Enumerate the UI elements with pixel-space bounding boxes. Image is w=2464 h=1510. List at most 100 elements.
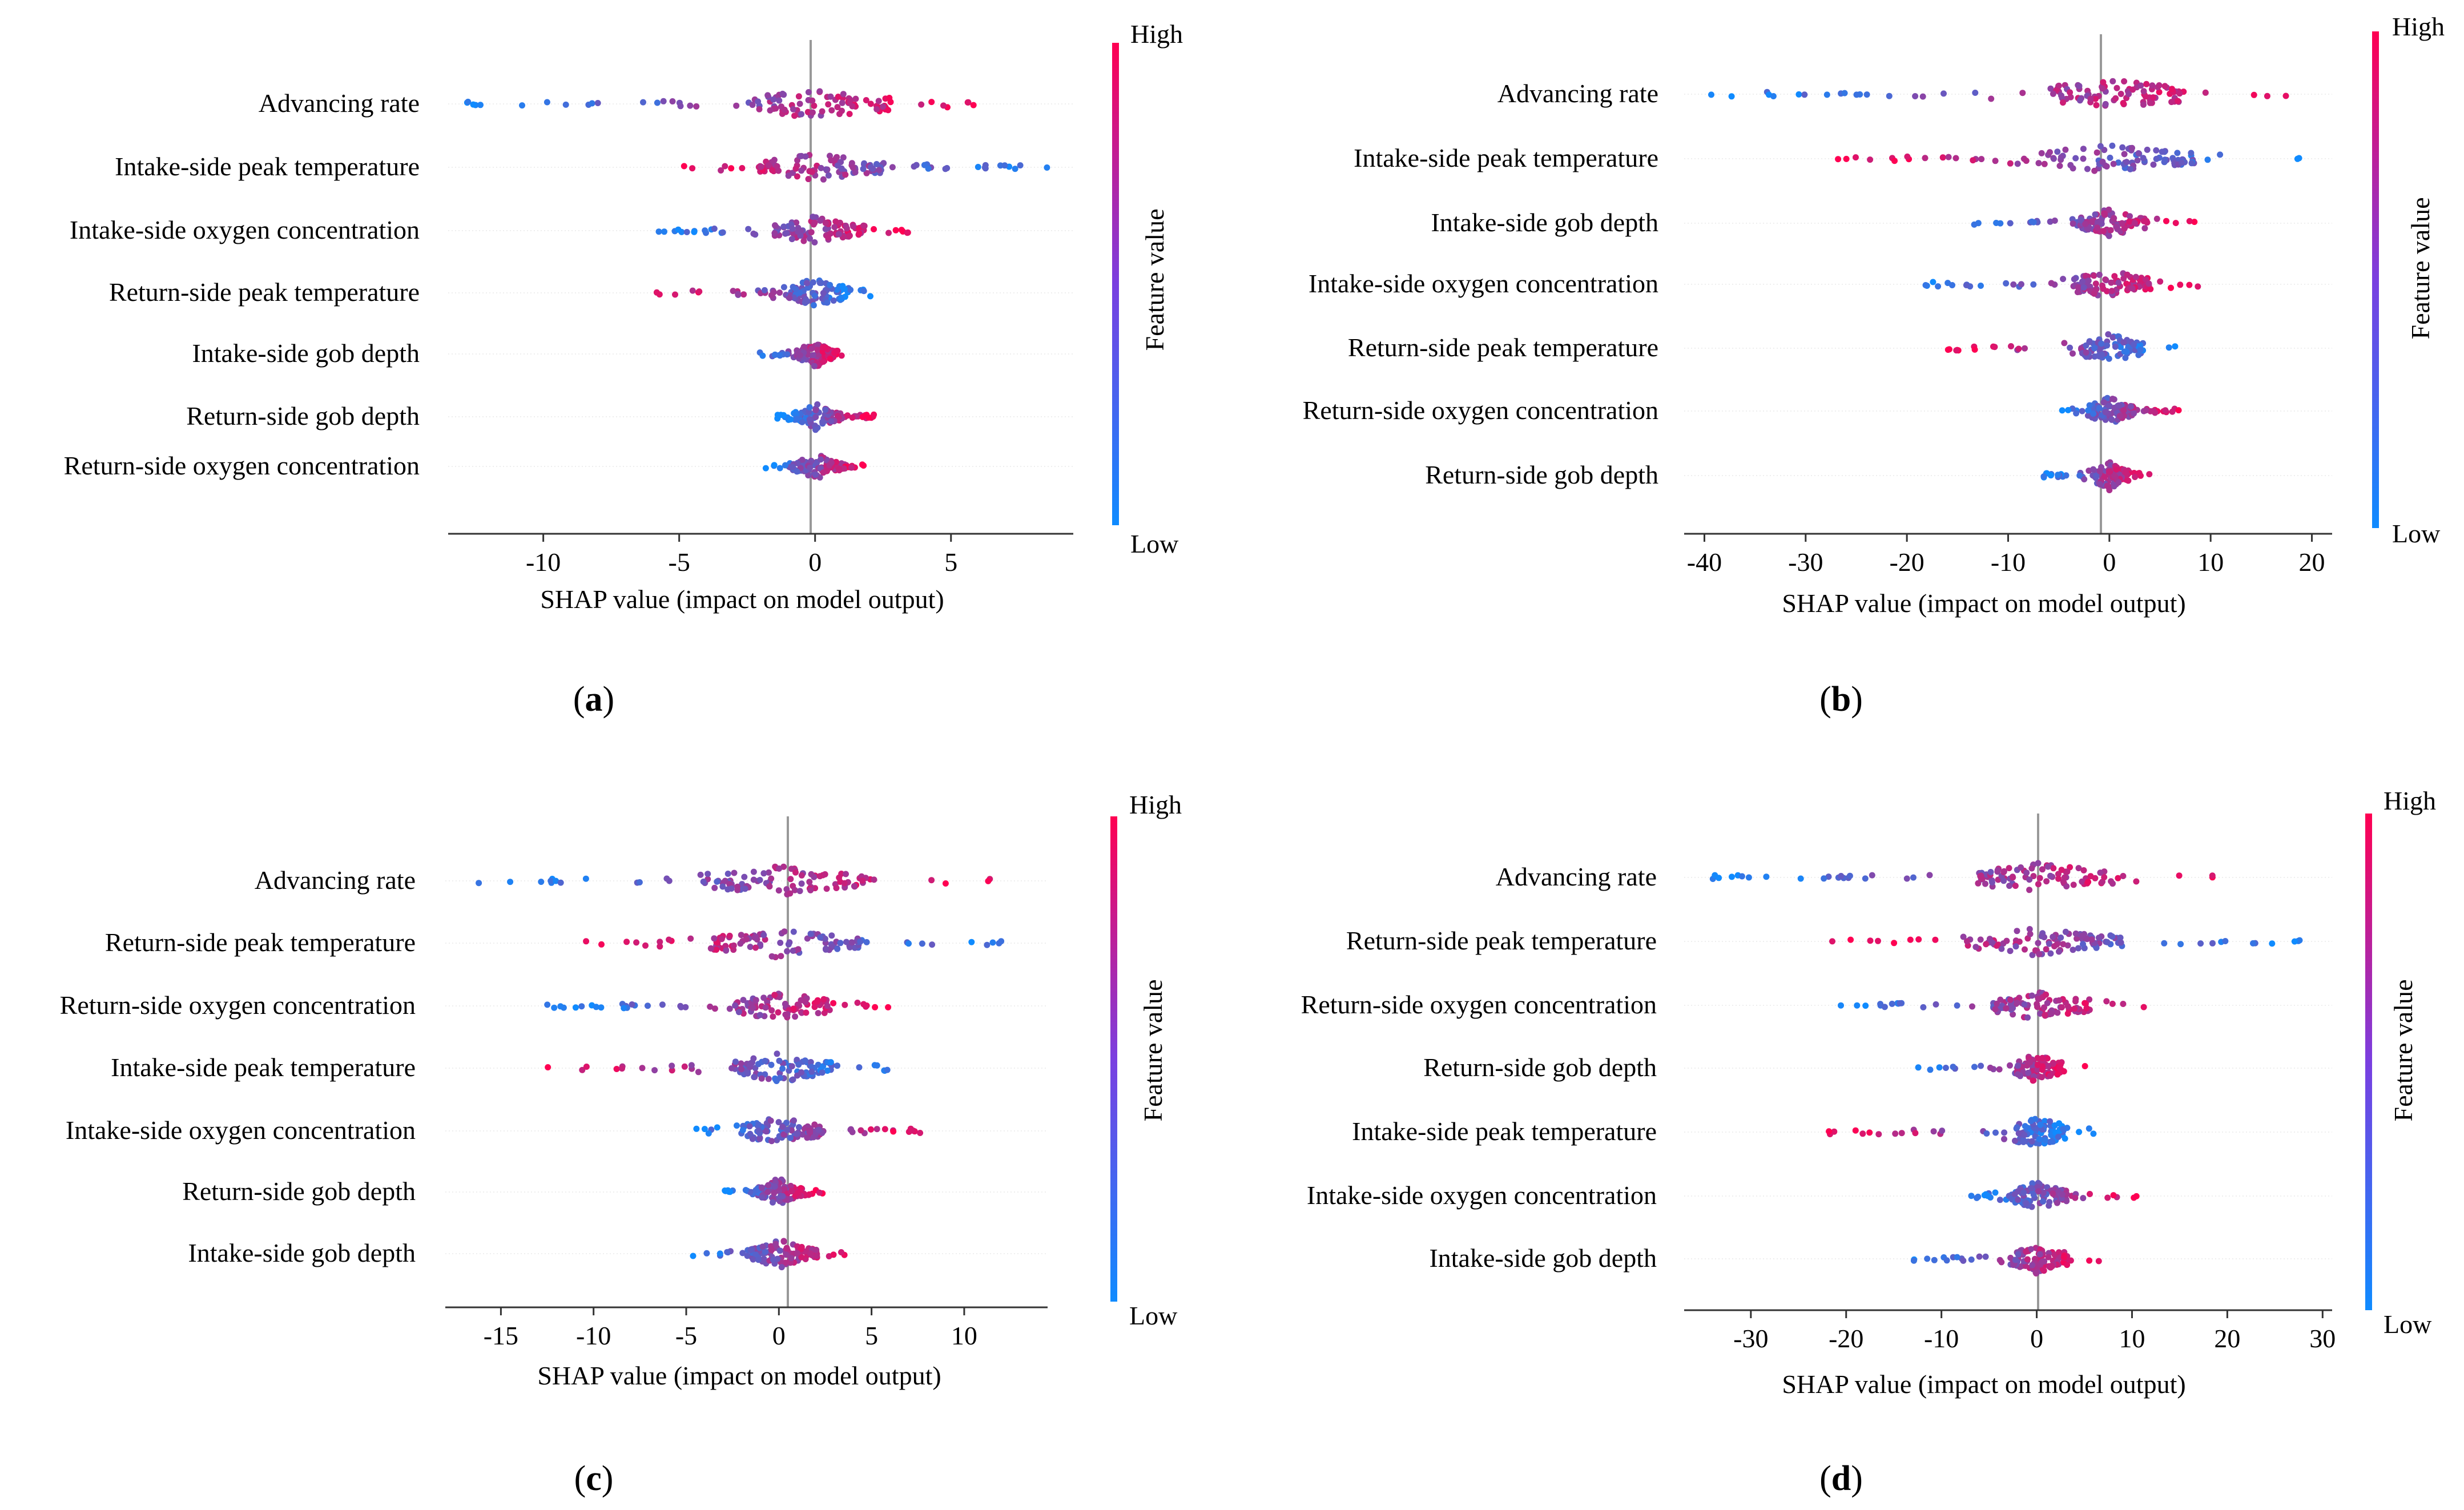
shap-point bbox=[803, 1009, 810, 1016]
shap-point bbox=[1953, 347, 1960, 354]
shap-point bbox=[749, 102, 756, 108]
shap-point bbox=[2104, 482, 2111, 489]
shap-point bbox=[2021, 1132, 2028, 1138]
shap-point bbox=[711, 226, 718, 232]
shap-point bbox=[1891, 158, 1898, 164]
shap-point bbox=[2122, 355, 2129, 361]
shap-point bbox=[2137, 82, 2144, 89]
feature-label: Intake-side oxygen concentration bbox=[66, 1116, 416, 1145]
shap-point bbox=[2222, 938, 2229, 944]
shap-point bbox=[2042, 1118, 2048, 1125]
shap-point bbox=[2011, 1191, 2018, 1198]
x-tick-label: -10 bbox=[1924, 1324, 1959, 1353]
shap-point bbox=[2036, 951, 2043, 957]
shap-point bbox=[762, 465, 769, 472]
shap-point bbox=[985, 877, 992, 884]
shap-point bbox=[655, 228, 662, 235]
shap-point bbox=[815, 1010, 822, 1017]
shap-point bbox=[762, 1057, 768, 1064]
shap-point bbox=[756, 1135, 763, 1142]
shap-point bbox=[827, 281, 834, 288]
shap-point bbox=[2108, 279, 2115, 286]
shap-point bbox=[770, 1199, 776, 1206]
shap-point bbox=[810, 1134, 817, 1141]
shap-point bbox=[1907, 936, 1914, 943]
shap-point bbox=[776, 1070, 783, 1077]
shap-point bbox=[687, 935, 694, 942]
shap-point bbox=[1892, 1130, 1899, 1137]
shap-point bbox=[2038, 150, 2045, 156]
shap-point bbox=[2115, 279, 2122, 286]
shap-point bbox=[908, 1127, 915, 1134]
shap-point bbox=[810, 302, 817, 309]
shap-point bbox=[750, 1004, 756, 1011]
shap-point bbox=[2105, 331, 2112, 338]
shap-point bbox=[812, 426, 819, 433]
shap-point bbox=[856, 229, 863, 236]
shap-point bbox=[762, 1004, 769, 1011]
shap-point bbox=[832, 218, 839, 225]
shap-point bbox=[1930, 279, 1936, 285]
shap-point bbox=[806, 1129, 813, 1135]
shap-point bbox=[1971, 221, 1978, 228]
shap-point bbox=[775, 1009, 782, 1016]
shap-point bbox=[2119, 220, 2125, 227]
feature-label: Advancing rate bbox=[259, 88, 420, 118]
x-tick-label: 0 bbox=[808, 547, 822, 577]
shap-point bbox=[2149, 82, 2156, 89]
shap-point bbox=[1989, 939, 1995, 946]
x-tick-label: -30 bbox=[1733, 1324, 1768, 1353]
shap-point bbox=[2050, 865, 2057, 872]
shap-point bbox=[1846, 872, 1853, 879]
shap-point bbox=[2080, 155, 2087, 162]
x-tick-label: 5 bbox=[865, 1321, 878, 1350]
shap-point bbox=[2100, 399, 2107, 406]
shap-point bbox=[1939, 1128, 1946, 1134]
shap-point bbox=[766, 869, 772, 876]
shap-point bbox=[1978, 872, 1984, 879]
shap-point bbox=[1729, 873, 1735, 880]
shap-point bbox=[2050, 90, 2056, 97]
shap-point bbox=[847, 944, 853, 951]
shap-point bbox=[1915, 1064, 1922, 1071]
shap-point bbox=[760, 994, 767, 1001]
shap-point bbox=[1795, 91, 1802, 98]
shap-point bbox=[2034, 1066, 2041, 1073]
shap-point bbox=[2044, 1000, 2051, 1006]
shap-point bbox=[1841, 90, 1848, 96]
panel-a: Advancing rate Intake-side peak temperatu… bbox=[64, 19, 1183, 719]
shap-point bbox=[768, 1138, 775, 1145]
shap-point bbox=[738, 1060, 744, 1067]
shap-point bbox=[1867, 156, 1874, 163]
shap-point bbox=[1996, 1066, 2003, 1073]
shap-point bbox=[2080, 146, 2087, 152]
shap-point bbox=[669, 1062, 675, 1069]
shap-point bbox=[2079, 932, 2085, 939]
shap-point bbox=[730, 942, 737, 949]
shap-point bbox=[1960, 1257, 1967, 1264]
shap-point bbox=[1853, 91, 1860, 98]
shap-point bbox=[719, 883, 726, 890]
shap-point bbox=[834, 945, 841, 952]
shap-point bbox=[761, 287, 768, 293]
shap-point bbox=[2037, 1121, 2044, 1128]
shap-point bbox=[732, 1058, 739, 1065]
shap-point bbox=[828, 107, 835, 114]
shap-point bbox=[2064, 868, 2071, 875]
shap-point bbox=[2111, 472, 2117, 479]
shap-point bbox=[835, 414, 842, 421]
shap-point bbox=[801, 1126, 808, 1132]
shap-point bbox=[2022, 1123, 2028, 1130]
shap-point bbox=[873, 1126, 880, 1133]
shap-point bbox=[2063, 883, 2070, 889]
shap-point bbox=[776, 1057, 783, 1064]
shap-point bbox=[633, 939, 640, 946]
shap-point bbox=[808, 345, 815, 352]
shap-point bbox=[847, 287, 854, 293]
shap-point bbox=[811, 219, 818, 226]
shap-point bbox=[2039, 1266, 2046, 1273]
shap-point bbox=[2209, 940, 2216, 947]
shap-point bbox=[1920, 1004, 1927, 1010]
x-tick-label: 0 bbox=[2030, 1324, 2043, 1353]
shap-point bbox=[2103, 998, 2110, 1005]
